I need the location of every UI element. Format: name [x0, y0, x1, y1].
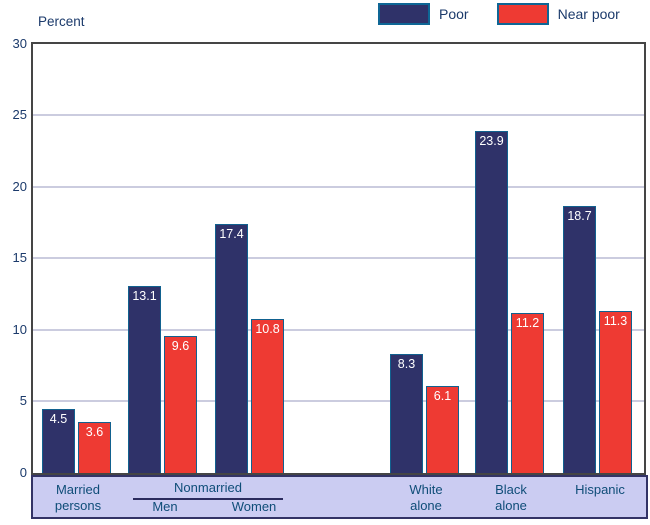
category-label-white-alone: White alone [409, 482, 443, 513]
bar-near-poor-married-persons: 3.6 [78, 421, 111, 473]
y-tick-5: 5 [19, 393, 27, 408]
x-axis-category-band: Married persons Nonmarried Men Women Whi… [31, 475, 648, 519]
bar-value-label: 8.3 [397, 357, 416, 372]
y-tick-15: 15 [12, 250, 27, 265]
bar-near-poor-nonmarried-men: 9.6 [164, 335, 197, 473]
gridline-5 [33, 400, 644, 402]
bar-value-label: 10.8 [255, 321, 280, 336]
plot-area: 4.5 3.6 13.1 9.6 17.4 10.8 8.3 6.1 23.9 11.2 18.7 1… [31, 42, 646, 475]
nonmarried-underline [133, 498, 283, 500]
bar-value-label: 11.2 [515, 315, 540, 330]
category-label-women: Women [231, 499, 277, 514]
y-tick-25: 25 [12, 107, 27, 122]
category-label-black-alone: Black alone [495, 482, 527, 513]
category-group-label-nonmarried: Nonmarried [174, 480, 242, 495]
bar-value-label: 17.4 [219, 227, 244, 242]
category-label-married-persons: Married persons [54, 482, 102, 513]
y-tick-10: 10 [12, 322, 27, 337]
bar-value-label: 3.6 [85, 424, 104, 439]
bar-poor-black-alone: 23.9 [475, 131, 508, 473]
legend-label-poor: Poor [439, 6, 469, 22]
legend-item-poor: Poor [378, 3, 469, 25]
bar-near-poor-white-alone: 6.1 [426, 385, 459, 473]
bar-poor-nonmarried-women: 17.4 [215, 224, 248, 473]
legend: Poor Near poor [378, 3, 620, 25]
y-tick-20: 20 [12, 179, 27, 194]
gridline-10 [33, 329, 644, 331]
bar-value-label: 23.9 [479, 134, 504, 149]
y-tick-0: 0 [19, 465, 27, 480]
bar-value-label: 9.6 [171, 338, 190, 353]
category-label-men: Men [152, 499, 178, 514]
legend-swatch-near-poor-icon [496, 3, 549, 25]
bar-near-poor-black-alone: 11.2 [511, 312, 544, 473]
category-label-hispanic: Hispanic [575, 482, 625, 497]
y-tick-30: 30 [12, 36, 27, 51]
bar-value-label: 11.3 [603, 314, 628, 329]
legend-item-near-poor: Near poor [496, 3, 620, 25]
bar-poor-married-persons: 4.5 [42, 408, 75, 473]
bar-poor-nonmarried-men: 13.1 [128, 285, 161, 473]
gridline-15 [33, 257, 644, 259]
bar-poor-hispanic: 18.7 [563, 205, 596, 473]
bar-poor-white-alone: 8.3 [390, 354, 423, 473]
bar-value-label: 18.7 [567, 208, 592, 223]
legend-label-near-poor: Near poor [557, 6, 620, 22]
gridline-25 [33, 114, 644, 116]
bar-near-poor-hispanic: 11.3 [599, 311, 632, 473]
bar-value-label: 4.5 [49, 411, 68, 426]
legend-swatch-poor-icon [378, 3, 430, 25]
bar-near-poor-nonmarried-women: 10.8 [251, 318, 284, 473]
gridline-20 [33, 186, 644, 188]
y-axis-title: Percent [38, 14, 85, 29]
bar-value-label: 6.1 [433, 388, 452, 403]
bar-value-label: 13.1 [132, 288, 157, 303]
